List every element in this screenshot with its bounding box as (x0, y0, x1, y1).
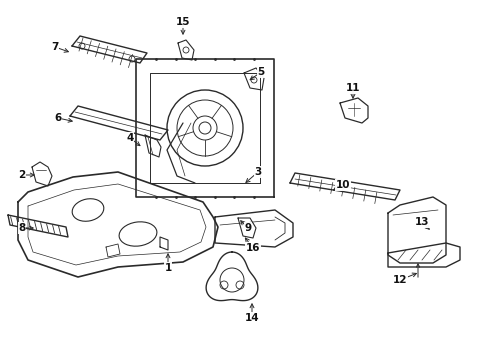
Text: 11: 11 (345, 83, 360, 93)
Text: 4: 4 (126, 133, 133, 143)
Text: 12: 12 (392, 275, 407, 285)
Text: 1: 1 (164, 263, 171, 273)
Text: 7: 7 (51, 42, 59, 52)
Text: 16: 16 (245, 243, 260, 253)
Text: 3: 3 (254, 167, 261, 177)
Text: 8: 8 (19, 223, 25, 233)
Text: 15: 15 (175, 17, 190, 27)
Text: 5: 5 (257, 67, 264, 77)
Text: 2: 2 (19, 170, 25, 180)
Text: 6: 6 (54, 113, 61, 123)
Text: 10: 10 (335, 180, 349, 190)
Text: 13: 13 (414, 217, 428, 227)
Text: 14: 14 (244, 313, 259, 323)
Text: 9: 9 (244, 223, 251, 233)
